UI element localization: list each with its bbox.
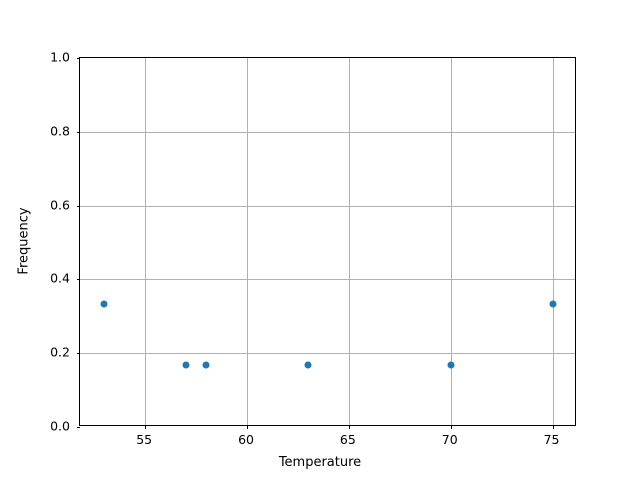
y-axis-tick-label: 0.0 [50,418,70,434]
gridline-vertical [450,58,452,425]
y-axis-tick-label: 1.0 [50,49,70,65]
x-axis-tick-label: 75 [543,432,560,447]
scatter-point [100,300,108,308]
y-axis-tick [76,279,80,281]
y-axis-tick-label: 0.4 [50,270,70,286]
gridline-vertical [552,58,554,425]
scatter-point [447,361,455,369]
plot-axes [76,57,576,429]
y-axis-tick [76,353,80,355]
gridline-vertical [145,58,147,425]
gridline-horizontal [80,131,575,133]
x-axis-tick-label: 70 [441,432,458,447]
y-axis-label: Frequency [16,207,32,275]
x-axis-tick-label: 60 [238,432,254,447]
gridline-vertical [348,58,350,425]
x-axis-tick [450,425,452,429]
y-axis-tick [76,427,80,428]
y-axis-tick-label: 0.8 [50,123,70,139]
x-axis-tick [348,425,350,429]
y-axis-tick-label: 0.2 [50,344,70,360]
gridline-horizontal [80,205,575,207]
x-axis-label: Temperature [278,455,362,470]
gridline-horizontal [80,279,575,281]
x-axis-tick [247,425,249,429]
scatter-point [182,361,190,369]
x-axis-tick-label: 65 [339,432,356,447]
scatter-point [549,300,557,308]
x-axis-tick [552,425,554,429]
scatter-point [304,361,312,369]
scatter-point [202,361,210,369]
gridline-horizontal [80,353,575,355]
x-axis-tick [145,425,147,429]
x-axis-tick-label: 55 [136,432,153,447]
y-axis-tick [76,58,80,59]
y-axis-tick [76,131,80,133]
gridline-vertical [247,58,249,425]
y-axis-tick [76,205,80,207]
y-axis-tick-label: 0.6 [50,197,70,213]
